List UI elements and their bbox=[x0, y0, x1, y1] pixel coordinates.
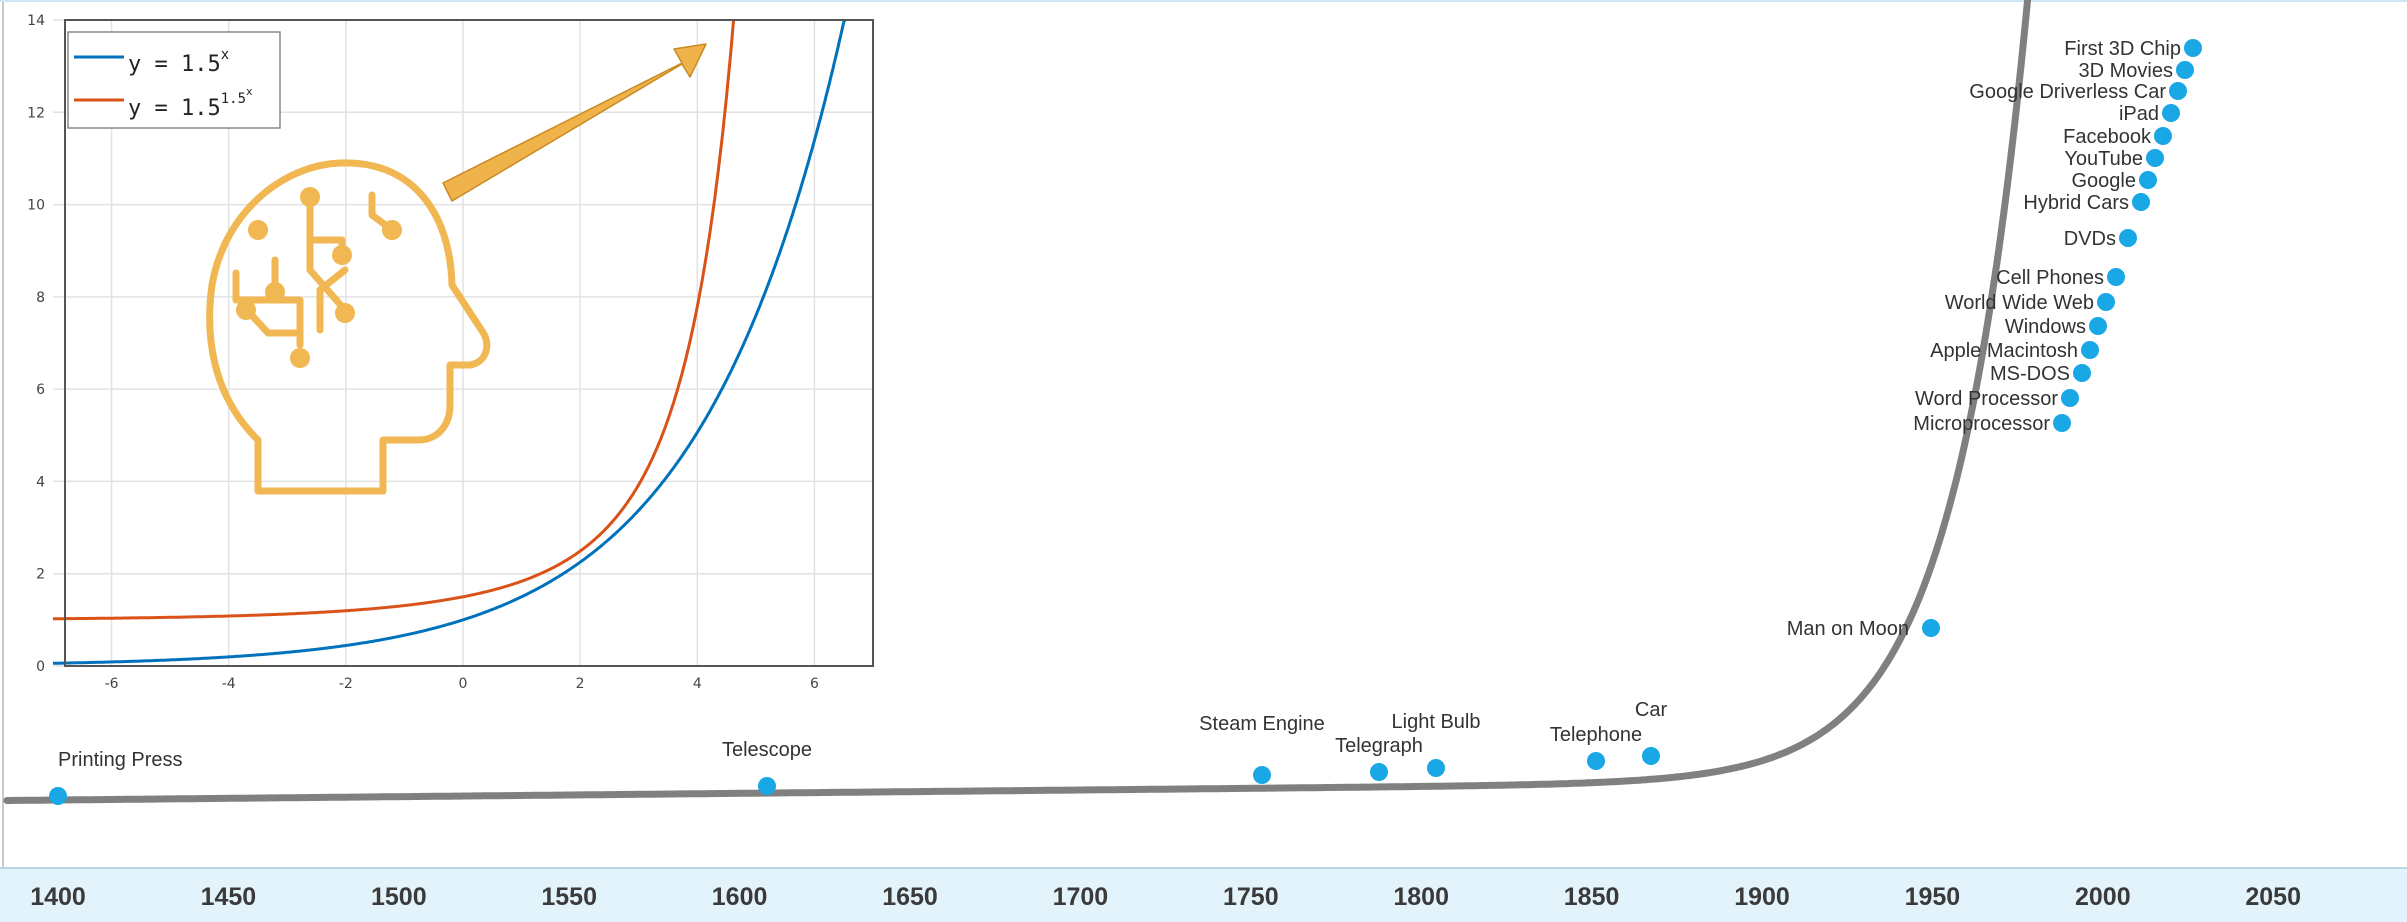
event-label: YouTube bbox=[2064, 148, 2143, 170]
event-labels: Printing Press Telescope Steam Engine Teleg… bbox=[58, 38, 2181, 771]
event-label: World Wide Web bbox=[1945, 292, 2094, 314]
inset-x-tick-label: 4 bbox=[693, 676, 702, 692]
event-label: Microprocessor bbox=[1913, 413, 2050, 435]
year-tick-label: 1900 bbox=[1734, 883, 1790, 911]
inset-exponential-plot: -6 -4 -2 0 2 4 6 0 2 4 6 8 10 12 14 y = 1.5x y = 1.51.… bbox=[27, 13, 874, 692]
event-marker bbox=[2139, 171, 2157, 189]
event-marker bbox=[2146, 149, 2164, 167]
growth-curve-line bbox=[3, 0, 2032, 804]
inset-y-tick-label: 6 bbox=[36, 382, 45, 398]
year-axis-ticks: 1400 1450 1500 1550 1600 1650 1700 1750 1800 1850… bbox=[30, 883, 2301, 911]
event-marker bbox=[1253, 766, 1271, 784]
event-marker bbox=[2097, 293, 2115, 311]
year-tick-label: 1700 bbox=[1053, 883, 1109, 911]
event-label: Google bbox=[2072, 170, 2137, 192]
event-marker bbox=[2089, 317, 2107, 335]
year-tick-label: 1550 bbox=[541, 883, 597, 911]
event-marker bbox=[2107, 268, 2125, 286]
event-label: MS-DOS bbox=[1990, 363, 2070, 385]
inset-y-tick-label: 0 bbox=[36, 659, 45, 675]
legend-entry-1: y = 1.5x bbox=[128, 47, 229, 77]
event-marker bbox=[2132, 193, 2150, 211]
year-tick-label: 1650 bbox=[882, 883, 938, 911]
event-label: Steam Engine bbox=[1199, 713, 1325, 735]
event-marker bbox=[2184, 39, 2202, 57]
event-label: Hybrid Cars bbox=[2023, 192, 2129, 214]
event-marker bbox=[2154, 127, 2172, 145]
inset-y-tick-label: 2 bbox=[36, 567, 45, 583]
event-marker bbox=[2053, 414, 2071, 432]
year-tick-label: 1600 bbox=[712, 883, 768, 911]
inset-y-tick-label: 12 bbox=[27, 105, 45, 121]
year-tick-label: 2050 bbox=[2245, 883, 2301, 911]
event-marker bbox=[2061, 389, 2079, 407]
event-label: First 3D Chip bbox=[2064, 38, 2181, 60]
growth-arrow-icon bbox=[442, 43, 707, 202]
event-label: Word Processor bbox=[1915, 388, 2058, 410]
inset-series-line-1 bbox=[53, 19, 847, 665]
inset-tick-labels: -6 -4 -2 0 2 4 6 0 2 4 6 8 10 12 14 bbox=[27, 13, 819, 692]
event-marker bbox=[2169, 82, 2187, 100]
inset-x-tick-label: -4 bbox=[222, 676, 236, 692]
event-label: Telephone bbox=[1550, 724, 1642, 746]
event-marker bbox=[49, 787, 67, 805]
inset-x-tick-label: 6 bbox=[810, 676, 819, 692]
inset-series-line-2 bbox=[53, 19, 736, 621]
year-tick-label: 1500 bbox=[371, 883, 427, 911]
legend-box bbox=[67, 31, 281, 129]
event-label: 3D Movies bbox=[2079, 60, 2173, 82]
ai-brain-head-icon bbox=[206, 159, 491, 495]
event-marker bbox=[1922, 619, 1940, 637]
event-marker bbox=[758, 777, 776, 795]
year-tick-label: 2000 bbox=[2075, 883, 2131, 911]
inset-x-tick-label: 0 bbox=[459, 676, 468, 692]
year-tick-label: 1450 bbox=[201, 883, 257, 911]
year-axis-band bbox=[0, 868, 2407, 922]
event-label: Facebook bbox=[2063, 126, 2152, 148]
inset-x-tick-label: 2 bbox=[576, 676, 585, 692]
inset-y-tick-label: 10 bbox=[27, 198, 45, 214]
year-tick-label: 1400 bbox=[30, 883, 86, 911]
event-label: Telegraph bbox=[1335, 735, 1423, 757]
event-markers bbox=[49, 39, 2202, 805]
inset-legend: y = 1.5x y = 1.51.5x bbox=[67, 31, 281, 129]
event-label: Apple Macintosh bbox=[1930, 340, 2078, 362]
event-label: iPad bbox=[2119, 103, 2159, 125]
event-marker bbox=[2073, 364, 2091, 382]
inset-y-tick-label: 14 bbox=[27, 13, 45, 29]
event-marker bbox=[2081, 341, 2099, 359]
event-marker bbox=[1587, 752, 1605, 770]
event-label: Cell Phones bbox=[1996, 267, 2104, 289]
ai-brain-circuit-nodes bbox=[236, 187, 402, 368]
inset-plot-border bbox=[64, 19, 874, 667]
event-label: Windows bbox=[2005, 316, 2086, 338]
event-marker bbox=[1642, 747, 1660, 765]
event-label: Man on Moon bbox=[1787, 618, 1909, 640]
inset-y-tick-label: 4 bbox=[36, 474, 45, 490]
inset-x-tick-label: -2 bbox=[339, 676, 353, 692]
event-label: Light Bulb bbox=[1392, 711, 1481, 733]
event-marker bbox=[1370, 763, 1388, 781]
inset-y-tick-label: 8 bbox=[36, 290, 45, 306]
event-label: DVDs bbox=[2064, 228, 2116, 250]
event-marker bbox=[2176, 61, 2194, 79]
event-label: Telescope bbox=[722, 739, 812, 761]
event-marker bbox=[2119, 229, 2137, 247]
year-tick-label: 1950 bbox=[1905, 883, 1961, 911]
year-tick-label: 1750 bbox=[1223, 883, 1279, 911]
legend-entry-2: y = 1.51.5x bbox=[128, 85, 253, 121]
event-label: Printing Press bbox=[58, 749, 183, 771]
year-tick-label: 1850 bbox=[1564, 883, 1620, 911]
event-marker bbox=[2162, 104, 2180, 122]
event-label: Google Driverless Car bbox=[1969, 81, 2166, 103]
event-marker bbox=[1427, 759, 1445, 777]
inset-x-tick-label: -6 bbox=[105, 676, 119, 692]
year-tick-label: 1800 bbox=[1393, 883, 1449, 911]
event-label: Car bbox=[1635, 699, 1668, 721]
